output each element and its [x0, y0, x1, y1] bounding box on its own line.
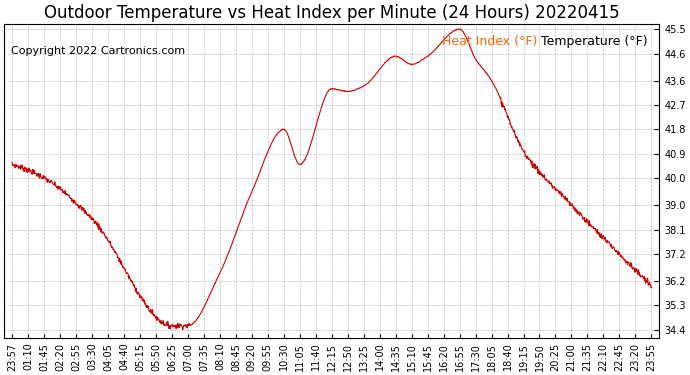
Legend: Heat Index (°F), Temperature (°F): Heat Index (°F), Temperature (°F)	[437, 30, 653, 53]
Title: Outdoor Temperature vs Heat Index per Minute (24 Hours) 20220415: Outdoor Temperature vs Heat Index per Mi…	[44, 4, 620, 22]
Text: Copyright 2022 Cartronics.com: Copyright 2022 Cartronics.com	[11, 46, 185, 56]
